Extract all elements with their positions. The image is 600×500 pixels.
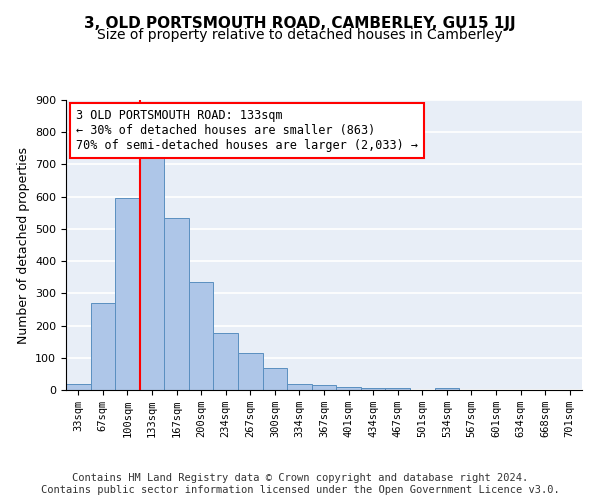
Text: Contains HM Land Registry data © Crown copyright and database right 2024.
Contai: Contains HM Land Registry data © Crown c… [41, 474, 559, 495]
Bar [287, 384, 312, 390]
Bar [189, 282, 214, 390]
Bar [66, 384, 91, 390]
Bar [385, 388, 410, 390]
Bar [312, 385, 336, 390]
Bar [434, 388, 459, 390]
Bar [140, 152, 164, 390]
Bar [91, 303, 115, 390]
Bar [115, 198, 140, 390]
Bar [263, 368, 287, 390]
Text: 3, OLD PORTSMOUTH ROAD, CAMBERLEY, GU15 1JJ: 3, OLD PORTSMOUTH ROAD, CAMBERLEY, GU15 … [84, 16, 516, 31]
Bar [164, 218, 189, 390]
Text: Size of property relative to detached houses in Camberley: Size of property relative to detached ho… [97, 28, 503, 42]
Bar [361, 388, 385, 390]
Bar [238, 353, 263, 390]
Text: 3 OLD PORTSMOUTH ROAD: 133sqm
← 30% of detached houses are smaller (863)
70% of : 3 OLD PORTSMOUTH ROAD: 133sqm ← 30% of d… [76, 108, 418, 152]
Bar [214, 332, 238, 390]
Bar [336, 387, 361, 390]
Y-axis label: Number of detached properties: Number of detached properties [17, 146, 29, 344]
